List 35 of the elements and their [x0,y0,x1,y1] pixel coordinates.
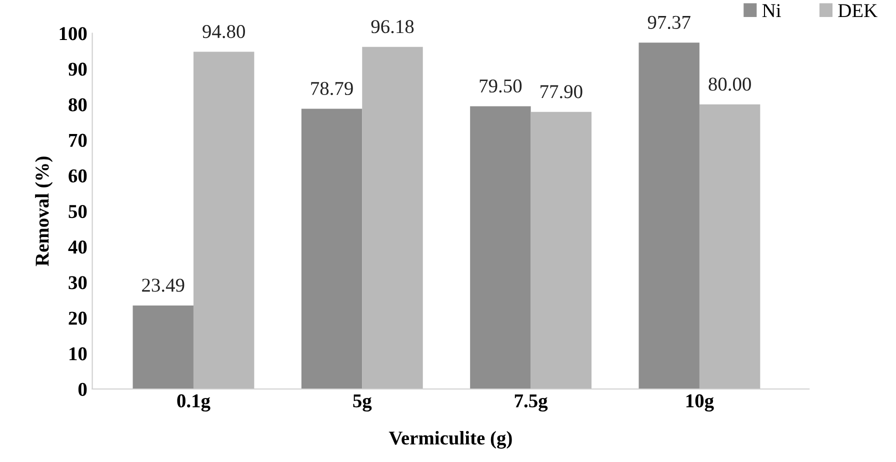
bar [193,52,254,390]
bar [132,305,194,390]
data-label: 79.50 [480,79,522,93]
bar [362,46,423,390]
y-tick-label: 20 [68,312,87,325]
y-tick-label: 70 [69,134,87,147]
bar [470,106,531,390]
data-label: 23.49 [142,278,184,292]
y-tick-label: 0 [78,382,87,396]
data-label: 96.18 [371,20,414,34]
legend-label: Ni [762,4,781,17]
bar [699,104,760,390]
y-tick-label: 50 [68,204,87,218]
legend-label: DEK [838,4,878,17]
bar [638,42,700,390]
data-label: 80.00 [708,78,751,91]
y-tick-label: 30 [68,276,87,290]
x-tick-label: 10g [686,394,714,412]
x-tick-label: 7.5g [514,394,548,412]
y-tick-label: 60 [68,169,87,182]
x-axis-title: Vermiculite (g) [388,430,512,449]
data-label: 77.90 [540,85,582,98]
y-axis-title: Removal (%) [35,156,53,266]
y-tick-label: 80 [68,98,87,112]
y-tick-label: 40 [68,240,87,254]
x-tick-label: 5g [353,394,372,412]
y-tick-label: 10 [70,347,87,360]
data-label: 94.80 [202,24,245,38]
y-tick-label: 90 [68,62,87,76]
data-label: 97.37 [648,16,690,30]
bar [530,112,592,390]
y-tick-label: 100 [60,27,87,40]
data-label: 78.79 [311,82,353,96]
x-tick-label: 0.1g [177,394,210,412]
bar [301,108,362,390]
